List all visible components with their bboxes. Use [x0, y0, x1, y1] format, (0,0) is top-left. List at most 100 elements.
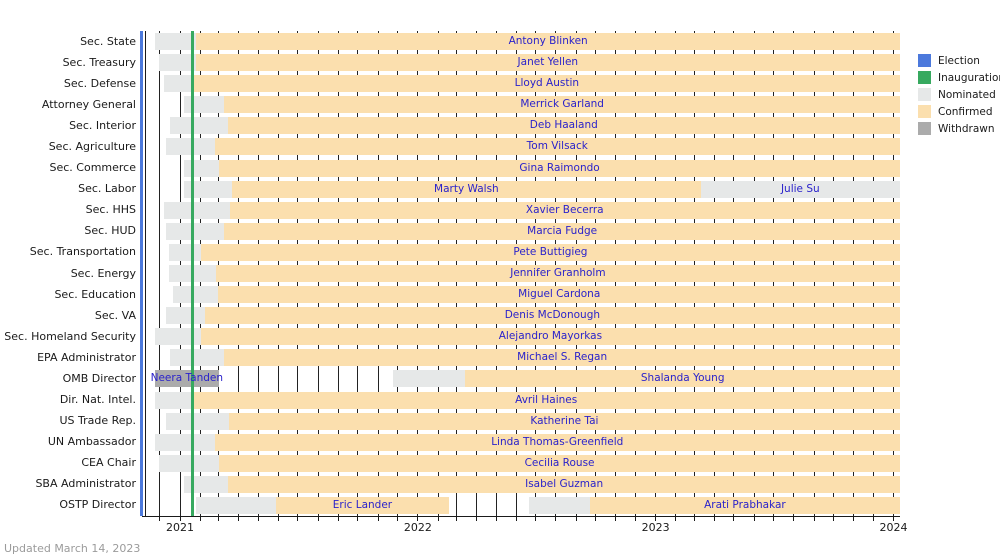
bar-confirmed	[218, 286, 900, 304]
axis-tick	[337, 517, 339, 521]
bar-nominated	[165, 222, 225, 240]
row-label: Sec. State	[80, 34, 136, 48]
row-label: UN Ambassador	[47, 435, 136, 449]
row-label: Sec. Homeland Security	[4, 329, 136, 343]
election-line	[140, 31, 143, 516]
bar-confirmed	[228, 412, 900, 430]
bar-nominated	[393, 370, 466, 388]
axis-tick	[277, 517, 279, 521]
axis-year-label: 2024	[879, 521, 908, 534]
person-label: Michael S. Regan	[517, 351, 608, 364]
bar-nominated	[159, 454, 220, 472]
axis-tick	[675, 517, 677, 521]
axis-tick	[455, 517, 457, 521]
axis-tick	[733, 517, 735, 521]
legend-item-election: Election	[918, 52, 1000, 69]
axis-tick	[853, 517, 855, 521]
axis-tick	[495, 517, 497, 521]
person-label: Pete Buttigieg	[513, 245, 588, 258]
legend-swatch-nominated	[918, 88, 931, 101]
axis-tick	[615, 517, 617, 521]
axis-tick	[179, 517, 181, 521]
bar-nominated	[154, 33, 197, 51]
bar-nominated	[183, 159, 220, 177]
axis-tick	[693, 517, 695, 521]
bar-confirmed	[275, 496, 450, 514]
bar-nominated	[165, 307, 205, 325]
axis-tick	[238, 517, 240, 521]
row-label: Sec. Interior	[69, 118, 136, 132]
bar-confirmed	[214, 138, 900, 156]
legend-swatch-withdrawn	[918, 122, 931, 135]
person-label: Alejandro Mayorkas	[498, 330, 603, 343]
axis-tick	[893, 517, 894, 521]
legend-item-withdrawn: Withdrawn	[918, 120, 1000, 137]
axis-tick	[713, 517, 715, 521]
row-label: SBA Administrator	[35, 477, 136, 491]
bar-nominated	[159, 54, 196, 72]
bar-nominated	[196, 496, 276, 514]
bar-nominated	[164, 75, 194, 93]
axis-tick	[555, 517, 557, 521]
axis-tick	[417, 517, 419, 521]
bar-confirmed	[200, 328, 900, 346]
legend: Election Inauguration Nominated Confirme…	[918, 52, 1000, 137]
row-label: Sec. Labor	[78, 182, 136, 196]
bar-nominated	[173, 286, 219, 304]
bar-nominated	[529, 496, 590, 514]
bar-nominated	[700, 180, 900, 198]
axis-tick	[575, 517, 577, 521]
person-label: Julie Su	[780, 182, 820, 195]
axis-tick	[397, 517, 399, 521]
person-label: Arati Prabhakar	[704, 498, 786, 511]
bar-nominated	[165, 412, 229, 430]
person-label: Antony Blinken	[508, 35, 588, 48]
bar-confirmed	[192, 391, 900, 409]
bar-confirmed	[465, 370, 900, 388]
axis-tick	[833, 517, 835, 521]
bar-nominated	[170, 117, 228, 135]
person-label: Lloyd Austin	[514, 77, 580, 90]
person-label: Gina Raimondo	[519, 161, 600, 174]
legend-swatch-confirmed	[918, 105, 931, 118]
legend-label: Nominated	[938, 88, 996, 101]
bar-confirmed	[214, 433, 900, 451]
row-label: EPA Administrator	[37, 350, 136, 364]
person-label: Janet Yellen	[517, 56, 579, 69]
bar-nominated	[170, 349, 225, 367]
row-label: Dir. Nat. Intel.	[59, 393, 136, 407]
axis-tick	[217, 517, 219, 521]
bar-withdrawn	[154, 370, 220, 388]
row-label: Sec. Transportation	[29, 245, 136, 259]
bar-confirmed	[196, 33, 900, 51]
axis-tick	[872, 517, 874, 521]
legend-label: Confirmed	[938, 105, 993, 118]
person-label: Avril Haines	[515, 393, 578, 406]
bar-confirmed	[215, 265, 900, 282]
bar-nominated	[165, 138, 215, 156]
row-label: Sec. Agriculture	[48, 139, 136, 153]
row-label: Sec. VA	[94, 308, 136, 322]
axis-tick	[595, 517, 597, 521]
legend-label: Election	[938, 54, 980, 67]
bar-confirmed	[224, 222, 900, 240]
row-label: Sec. Treasury	[62, 55, 136, 69]
row-label: OSTP Director	[59, 498, 136, 512]
legend-item-confirmed: Confirmed	[918, 103, 1000, 120]
axis-year-label: 2023	[641, 521, 670, 534]
person-label: Tom Vilsack	[526, 140, 588, 153]
axis-tick	[437, 517, 439, 521]
legend-label: Withdrawn	[938, 122, 995, 135]
person-label: Cecilia Rouse	[524, 456, 595, 469]
person-label: Merrick Garland	[520, 98, 604, 111]
axis-tick	[159, 517, 161, 521]
bar-confirmed	[224, 96, 900, 114]
bar-confirmed	[229, 201, 900, 219]
bar-nominated	[163, 201, 230, 219]
bar-confirmed	[195, 54, 900, 72]
bar-confirmed	[228, 475, 900, 493]
axis-tick	[317, 517, 319, 521]
bar-confirmed	[200, 243, 900, 261]
axis-tick	[773, 517, 775, 521]
